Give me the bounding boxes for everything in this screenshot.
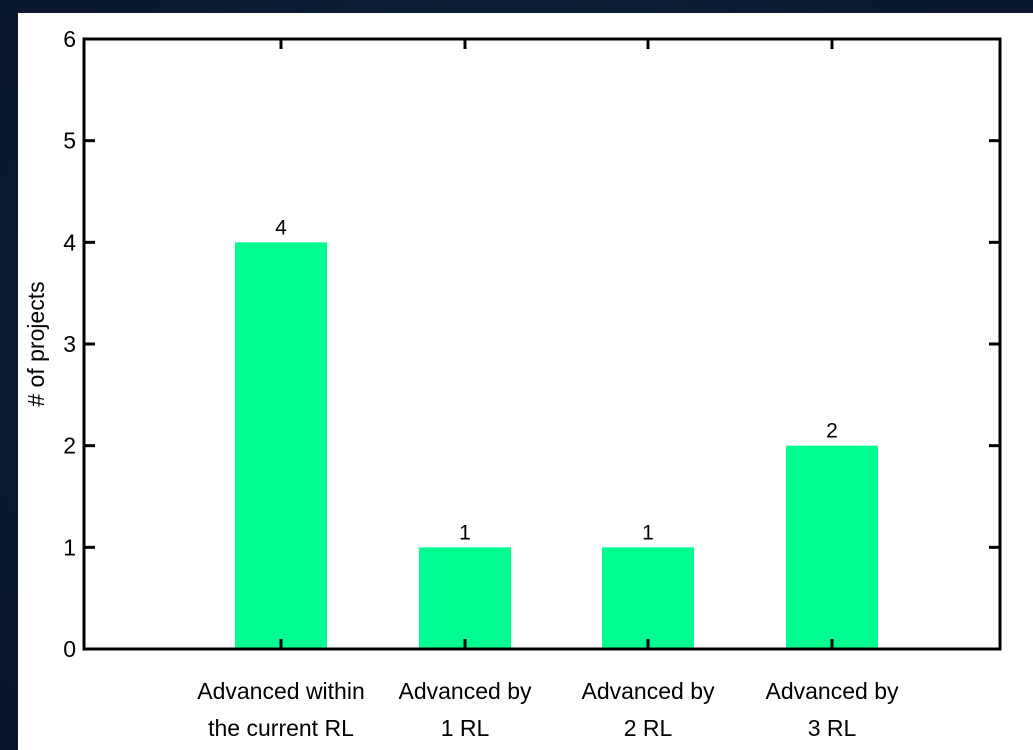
- data-label-3: 1: [642, 521, 654, 544]
- y-tick-label-0: 0: [63, 636, 76, 662]
- data-label-1: 4: [275, 216, 287, 239]
- data-label-2: 1: [459, 521, 471, 544]
- bar-chart: 0 1 2 3 4 5 6 4 1 1 2 Advanced within the current …: [23, 26, 1002, 741]
- y-tick-label-5: 5: [63, 128, 76, 154]
- bar-1: [235, 242, 327, 650]
- data-label-4: 2: [826, 420, 838, 443]
- category-label-line: the current RL: [208, 715, 354, 741]
- category-labels: Advanced within the current RL Advanced by…: [197, 678, 899, 741]
- category-label-line: Advanced by: [582, 678, 715, 704]
- y-tick-label-6: 6: [63, 26, 76, 52]
- bar-4: [786, 445, 878, 649]
- category-label-line: Advanced by: [399, 678, 532, 704]
- y-tick-label-3: 3: [63, 331, 76, 357]
- category-label-line: Advanced by: [766, 678, 899, 704]
- data-labels: 4 1 1 2: [275, 216, 838, 544]
- bar-2: [419, 547, 511, 649]
- y-tick-label-2: 2: [63, 433, 76, 459]
- plot-frame: [82, 37, 1002, 651]
- y-tick-label-4: 4: [63, 229, 76, 255]
- y-tick-label-1: 1: [63, 534, 76, 560]
- category-label-line: 3 RL: [808, 715, 857, 741]
- category-label-3: Advanced by 2 RL: [582, 678, 715, 741]
- category-label-line: Advanced within: [197, 678, 365, 704]
- bars-layer: [235, 242, 878, 650]
- bar-3: [602, 547, 694, 649]
- category-label-1: Advanced within the current RL: [197, 678, 365, 741]
- y-axis-title: # of projects: [23, 281, 49, 406]
- category-label-line: 2 RL: [624, 715, 673, 741]
- chart-panel: 0 1 2 3 4 5 6 4 1 1 2 Advanced within the current …: [18, 13, 1033, 750]
- category-label-4: Advanced by 3 RL: [766, 678, 899, 741]
- y-tick-labels: 0 1 2 3 4 5 6: [63, 26, 76, 662]
- category-label-2: Advanced by 1 RL: [399, 678, 532, 741]
- category-label-line: 1 RL: [441, 715, 490, 741]
